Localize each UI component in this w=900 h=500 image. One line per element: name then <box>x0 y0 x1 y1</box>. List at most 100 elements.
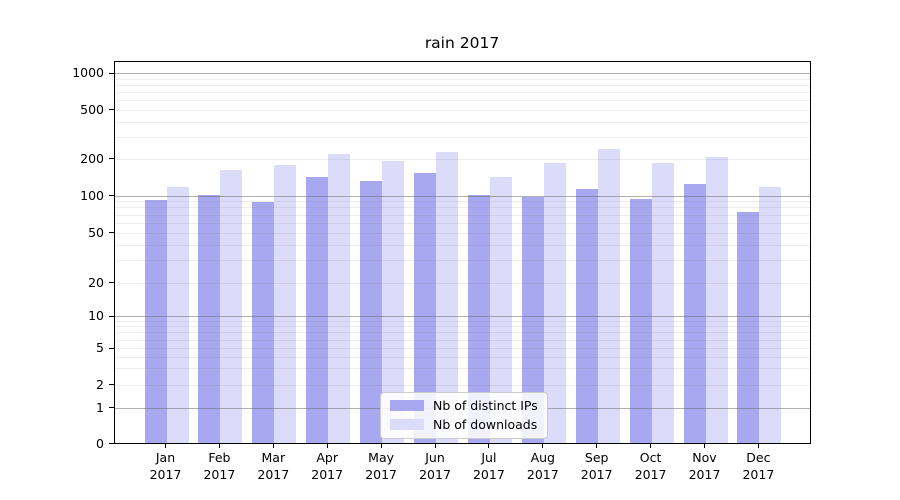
x-axis-tick <box>650 443 652 448</box>
y-axis-tick <box>109 407 114 409</box>
y-axis-tick <box>109 347 114 349</box>
x-label-year: 2017 <box>203 466 236 482</box>
x-label-year: 2017 <box>419 466 451 482</box>
bar-distinct-ips-feb <box>198 194 221 443</box>
legend-label-downloads: Nb of downloads <box>433 417 538 432</box>
x-label-month: May <box>368 450 395 465</box>
x-label-month: Jan <box>155 450 176 465</box>
x-label-year: 2017 <box>365 466 397 482</box>
y-axis-tick <box>109 195 114 196</box>
y-axis-tick <box>109 109 114 110</box>
x-axis-tick <box>488 443 490 448</box>
legend-row: Nb of distinct IPs <box>390 398 538 414</box>
x-label-month: Mar <box>261 450 286 465</box>
chart-title: rain 2017 <box>424 34 500 52</box>
bar-downloads-nov <box>705 157 728 443</box>
gridline-minor <box>114 91 810 93</box>
x-label-month: Jul <box>481 450 497 465</box>
x-axis-tick <box>704 443 705 448</box>
y-axis-tick <box>109 72 114 74</box>
y-axis-tick-label: 500 <box>80 101 104 117</box>
x-axis-tick <box>380 443 382 448</box>
bar-distinct-ips-sep <box>575 189 598 443</box>
x-label-month: Dec <box>746 450 771 465</box>
x-label-year: 2017 <box>526 466 559 482</box>
y-axis-tick-label: 50 <box>88 224 104 240</box>
bar-downloads-feb <box>220 169 243 443</box>
x-axis-tick <box>596 443 598 448</box>
bar-distinct-ips-jul <box>467 194 490 443</box>
x-label-month: Apr <box>316 450 338 465</box>
bar-distinct-ips-apr <box>306 176 329 443</box>
bar-downloads-sep <box>597 148 620 443</box>
legend-swatch-distinct-ips <box>390 400 424 411</box>
legend-row: Nb of downloads <box>390 417 538 433</box>
y-axis-tick-label: 1000 <box>72 65 104 80</box>
x-axis-tick-label: Jan 2017 <box>136 450 196 483</box>
gridline-minor <box>114 99 810 101</box>
x-axis-tick-label: Jul 2017 <box>459 450 519 483</box>
x-axis-tick-label: Aug 2017 <box>513 450 573 483</box>
y-axis-tick <box>109 384 114 386</box>
y-axis-tick-label: 2 <box>96 376 104 392</box>
x-axis-tick <box>757 443 759 448</box>
bar-distinct-ips-nov <box>683 184 706 443</box>
x-axis-tick <box>326 443 328 448</box>
x-axis-tick-label: Apr 2017 <box>297 450 357 483</box>
y-axis-tick <box>109 232 114 233</box>
bar-distinct-ips-oct <box>629 198 652 443</box>
x-label-year: 2017 <box>257 466 290 482</box>
legend: Nb of distinct IPs Nb of downloads <box>380 391 548 439</box>
y-axis-tick-label: 5 <box>96 340 104 355</box>
x-axis-tick-label: Dec 2017 <box>728 450 788 483</box>
bar-distinct-ips-jun <box>414 173 436 443</box>
x-axis-tick-label: Feb 2017 <box>189 450 249 483</box>
bar-downloads-dec <box>759 186 782 443</box>
bar-distinct-ips-jan <box>144 200 167 443</box>
y-axis-tick-label: 20 <box>88 274 104 290</box>
bar-distinct-ips-dec <box>737 212 760 443</box>
x-axis-tick <box>272 443 274 448</box>
x-label-month: Aug <box>530 450 555 465</box>
bar-downloads-aug <box>543 163 566 443</box>
x-label-month: Sep <box>584 450 609 465</box>
x-label-year: 2017 <box>149 466 182 482</box>
gridline-major <box>114 73 810 74</box>
x-label-year: 2017 <box>311 466 344 482</box>
bar-downloads-jul <box>489 176 512 443</box>
gridline-minor <box>114 84 810 86</box>
x-axis-tick-label: May 2017 <box>351 450 411 483</box>
x-label-year: 2017 <box>472 466 505 482</box>
y-axis-tick <box>109 315 114 317</box>
y-axis-tick <box>109 443 114 444</box>
x-axis-tick <box>542 443 544 448</box>
y-axis-tick-label: 0 <box>96 435 104 451</box>
x-axis-tick <box>434 443 436 448</box>
x-axis-tick <box>218 443 220 448</box>
x-label-year: 2017 <box>634 466 667 482</box>
bar-downloads-oct <box>651 163 674 443</box>
x-label-year: 2017 <box>688 466 721 482</box>
x-label-month: Nov <box>692 450 717 465</box>
y-axis-tick-label: 10 <box>88 308 104 323</box>
y-axis-tick <box>109 158 114 160</box>
bar-distinct-ips-aug <box>521 196 544 443</box>
legend-label-distinct-ips: Nb of distinct IPs <box>433 398 538 413</box>
bar-downloads-jan <box>166 187 189 443</box>
bar-downloads-mar <box>274 164 297 443</box>
legend-swatch-downloads <box>390 419 424 430</box>
x-label-year: 2017 <box>742 466 775 482</box>
bar-downloads-jun <box>436 151 458 443</box>
x-label-month: Jun <box>425 450 445 465</box>
bar-downloads-may <box>382 160 405 443</box>
y-axis-tick-label: 200 <box>80 150 104 166</box>
x-axis-tick <box>165 443 166 448</box>
x-axis-tick-label: Mar 2017 <box>243 450 303 483</box>
y-axis-tick <box>109 282 114 283</box>
plot-area <box>113 60 811 444</box>
x-axis-tick-label: Sep 2017 <box>567 450 627 483</box>
x-axis-tick-label: Jun 2017 <box>405 450 465 483</box>
x-label-month: Feb <box>208 450 231 465</box>
x-axis-tick-label: Oct 2017 <box>621 450 681 483</box>
